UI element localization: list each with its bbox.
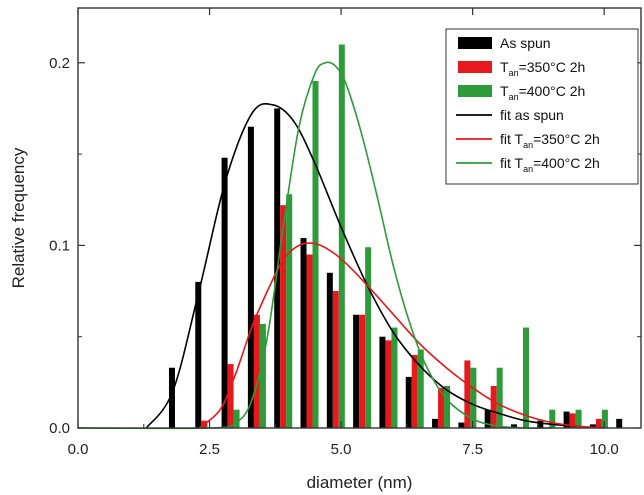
bar-0-13 — [510, 424, 517, 428]
legend-label-4: fit Tan=350°C 2h — [500, 131, 600, 150]
bar-2-11 — [470, 367, 477, 428]
legend-label-main: fit as spun — [500, 107, 564, 123]
legend-label-3: fit as spun — [500, 107, 564, 123]
bar-1-5 — [306, 254, 313, 428]
bar-0-8 — [379, 336, 386, 428]
x-tick-label-1: 2.5 — [199, 441, 220, 458]
y-tick-label-0: 0.0 — [49, 420, 70, 437]
legend-label-tail: =400°C 2h — [533, 155, 600, 171]
bar-0-1 — [195, 281, 202, 428]
bar-0-7 — [353, 314, 360, 428]
bar-0-0 — [168, 367, 175, 428]
bar-2-12 — [496, 367, 503, 428]
bar-2-16 — [601, 409, 608, 428]
bar-0-3 — [247, 126, 254, 429]
bar-2-14 — [549, 409, 556, 428]
legend-label-subscript: an — [509, 92, 519, 102]
bar-0-9 — [405, 376, 412, 428]
y-tick-label-1: 0.1 — [49, 237, 70, 254]
x-tick-label-2: 5.0 — [331, 441, 352, 458]
bar-2-15 — [575, 409, 582, 428]
bar-2-10 — [444, 386, 451, 428]
bar-1-6 — [332, 291, 339, 428]
legend-label-tail: =350°C 2h — [533, 131, 600, 147]
bar-0-11 — [458, 422, 465, 428]
legend-label-subscript: an — [509, 68, 519, 78]
bar-0-17 — [616, 418, 623, 428]
x-tick-label-3: 7.5 — [462, 441, 483, 458]
bar-0-16 — [589, 424, 596, 428]
bar-1-7 — [359, 314, 366, 428]
x-axis-title: diameter (nm) — [307, 473, 413, 492]
bar-1-2 — [227, 364, 234, 428]
y-tick-label-2: 0.2 — [49, 55, 70, 72]
x-tick-label-4: 10.0 — [590, 441, 619, 458]
bar-0-6 — [326, 272, 333, 428]
legend-label-0: As spun — [500, 35, 551, 51]
bar-2-3 — [259, 323, 266, 428]
legend-label-subscript: an — [523, 140, 533, 150]
legend-label-main: As spun — [500, 35, 551, 51]
legend-label-main: fit T — [500, 155, 524, 171]
bar-1-9 — [411, 354, 418, 428]
legend-swatch-0 — [458, 37, 492, 49]
plot-frame — [77, 7, 642, 429]
bar-1-11 — [464, 360, 471, 428]
bar-2-8 — [391, 327, 398, 428]
legend-label-main: fit T — [500, 131, 524, 147]
bar-1-15 — [569, 413, 576, 428]
legend-label-1: Tan=350°C 2h — [500, 59, 585, 78]
y-axis-title: Relative frequency — [9, 147, 28, 288]
bar-1-10 — [438, 387, 445, 428]
bar-0-12 — [484, 409, 491, 428]
legend-label-tail: =400°C 2h — [519, 83, 586, 99]
bar-2-6 — [338, 44, 345, 429]
fit-curve-2 — [77, 61, 552, 430]
legend-label-subscript: an — [523, 164, 533, 174]
bar-0-10 — [432, 418, 439, 428]
axes-layer: 0.0 2.5 5.0 7.5 10.0 0.0 0.1 0.2 — [49, 8, 641, 458]
bar-1-8 — [385, 340, 392, 428]
fit-curve-1 — [198, 242, 605, 429]
legend-label-main: T — [500, 83, 509, 99]
fit-curves-layer — [77, 61, 605, 430]
bar-2-7 — [365, 247, 372, 428]
bar-2-9 — [417, 349, 424, 428]
legend-swatch-2 — [458, 85, 492, 97]
x-tick-label-0: 0.0 — [68, 441, 89, 458]
fit-curve-0 — [145, 102, 578, 429]
legend-label-2: Tan=400°C 2h — [500, 83, 585, 102]
legend-box — [445, 28, 639, 185]
legend-label-tail: =350°C 2h — [519, 59, 586, 75]
bar-1-12 — [490, 386, 497, 428]
bar-0-2 — [221, 157, 228, 428]
bar-1-16 — [595, 418, 602, 428]
bar-0-5 — [300, 238, 307, 428]
bar-2-2 — [233, 409, 240, 428]
bar-0-14 — [537, 420, 544, 428]
legend-swatch-1 — [458, 61, 492, 73]
bar-0-15 — [563, 411, 570, 428]
bar-1-3 — [253, 314, 260, 428]
bar-2-13 — [522, 327, 529, 428]
bar-1-4 — [280, 205, 287, 428]
bar-2-5 — [312, 81, 319, 428]
bar-2-4 — [286, 194, 293, 428]
legend-label-main: T — [500, 59, 509, 75]
legend-label-5: fit Tan=400°C 2h — [500, 155, 600, 174]
